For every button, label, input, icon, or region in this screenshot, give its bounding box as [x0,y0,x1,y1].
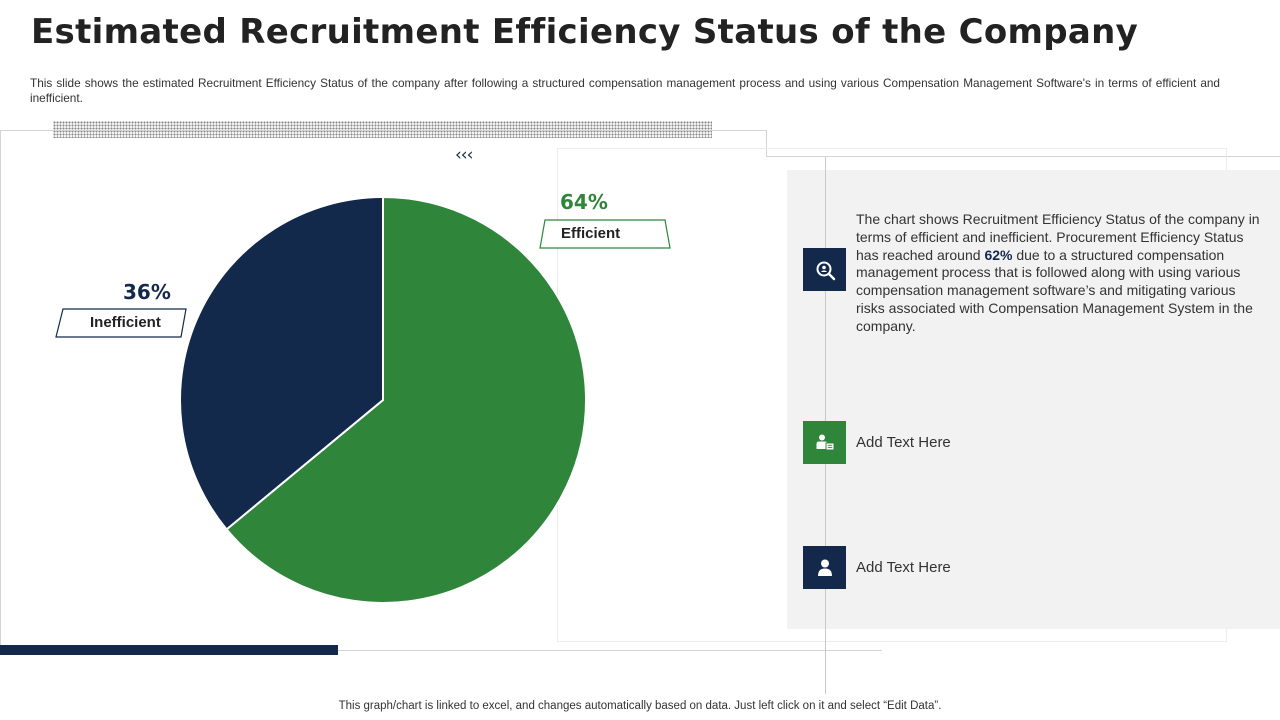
navy-accent-bar [0,645,338,655]
frame-line-bottom [0,650,882,651]
item-text-2: Add Text Here [856,559,951,576]
chevrons-decoration: ‹‹‹ [455,145,473,165]
slice-percent-efficient: 64% [560,190,608,214]
inner-frame-top [557,148,1227,149]
pie-slice-inefficient [179,195,384,531]
page-title: Estimated Recruitment Efficiency Status … [31,12,1139,52]
frame-line-top [0,130,766,131]
info-panel [787,170,1280,629]
footer-note: This graph/chart is linked to excel, and… [338,700,942,712]
frame-line-step [766,130,767,157]
label-frame-efficient [539,219,671,249]
search-person-icon [803,248,846,291]
slice-label-inefficient: Inefficient [90,314,161,331]
frame-line-right-top [766,156,1280,157]
item-text-1: Add Text Here [856,434,951,451]
id-card-icon [803,421,846,464]
label-frame-inefficient [55,308,187,338]
inner-frame-bottom [557,641,1227,642]
slice-percent-inefficient: 36% [123,280,171,304]
frame-line-left [0,130,1,650]
user-icon [803,546,846,589]
slice-label-efficient: Efficient [561,225,621,242]
panel-description: The chart shows Recruitment Efficiency S… [856,211,1260,334]
pie-slice-efficient [225,195,587,604]
page-subtitle: This slide shows the estimated Recruitme… [30,76,1220,105]
dotted-decoration [53,121,712,138]
